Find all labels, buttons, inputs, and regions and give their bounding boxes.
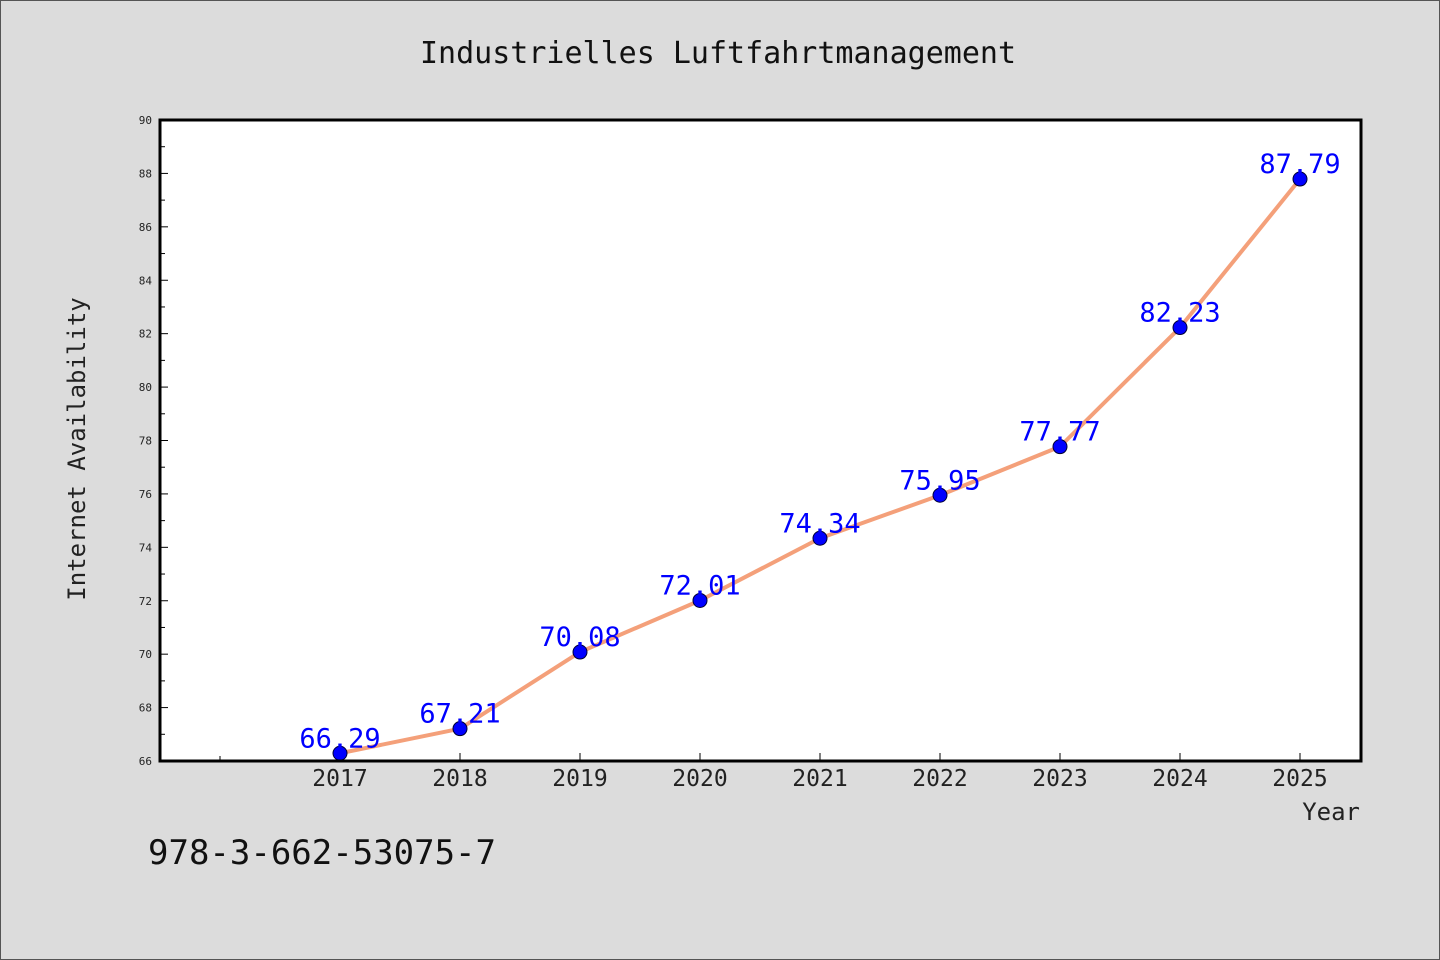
data-point — [572, 644, 588, 660]
data-label: 72.01 — [659, 570, 740, 601]
y-tick-label: 76 — [139, 488, 152, 501]
y-tick-label: 70 — [139, 648, 152, 661]
data-label: 66.29 — [299, 723, 380, 754]
x-tick-label: 2024 — [1152, 766, 1207, 792]
y-tick-label: 80 — [139, 381, 152, 394]
data-label: 75.95 — [899, 465, 980, 496]
data-point — [932, 487, 948, 503]
y-tick-label: 66 — [139, 755, 152, 768]
x-axis-label: Year — [1302, 798, 1360, 826]
data-label: 70.08 — [539, 622, 620, 653]
data-point — [1052, 439, 1068, 455]
y-tick-label: 72 — [139, 595, 152, 608]
data-label: 74.34 — [779, 508, 860, 539]
x-tick-label: 2022 — [912, 766, 967, 792]
y-tick-label: 90 — [139, 114, 152, 127]
y-tick-label: 68 — [139, 702, 152, 715]
x-tick-label: 2018 — [432, 766, 487, 792]
y-tick-label: 78 — [139, 435, 152, 448]
y-tick-label: 88 — [139, 167, 152, 180]
data-point — [452, 721, 468, 737]
chart-title: Industrielles Luftfahrtmanagement — [420, 36, 1016, 71]
data-label: 77.77 — [1019, 417, 1100, 448]
x-tick-label: 2021 — [792, 766, 847, 792]
series-line-group: 66.29 67.21 70.08 72.01 74.34 75.95 77.77 82.23… — [299, 149, 1341, 761]
y-axis-label: Internet Availability — [63, 297, 91, 600]
y-tick-label: 86 — [139, 221, 152, 234]
data-label: 67.21 — [419, 699, 500, 730]
plot-frame — [158, 118, 1363, 763]
data-label: 87.79 — [1259, 149, 1340, 180]
y-tick-label: 84 — [139, 274, 153, 287]
x-tick-label: 2020 — [672, 766, 727, 792]
data-point — [692, 592, 708, 608]
y-tick-label: 82 — [139, 328, 152, 341]
data-label: 82.23 — [1139, 298, 1220, 329]
x-tick-label: 2019 — [552, 766, 607, 792]
x-axis: 2017 2018 2019 2020 2021 2022 2023 2024 2025 — [219, 753, 1328, 792]
x-tick-label: 2023 — [1032, 766, 1087, 792]
y-tick-label: 74 — [139, 541, 153, 554]
x-tick-label: 2017 — [312, 766, 367, 792]
x-tick-label: 2025 — [1272, 766, 1327, 792]
data-point — [812, 530, 828, 546]
plot-area — [160, 120, 1361, 761]
data-point — [1292, 171, 1308, 187]
data-point — [1172, 320, 1188, 336]
isbn-footer: 978-3-662-53075-7 — [148, 833, 496, 873]
